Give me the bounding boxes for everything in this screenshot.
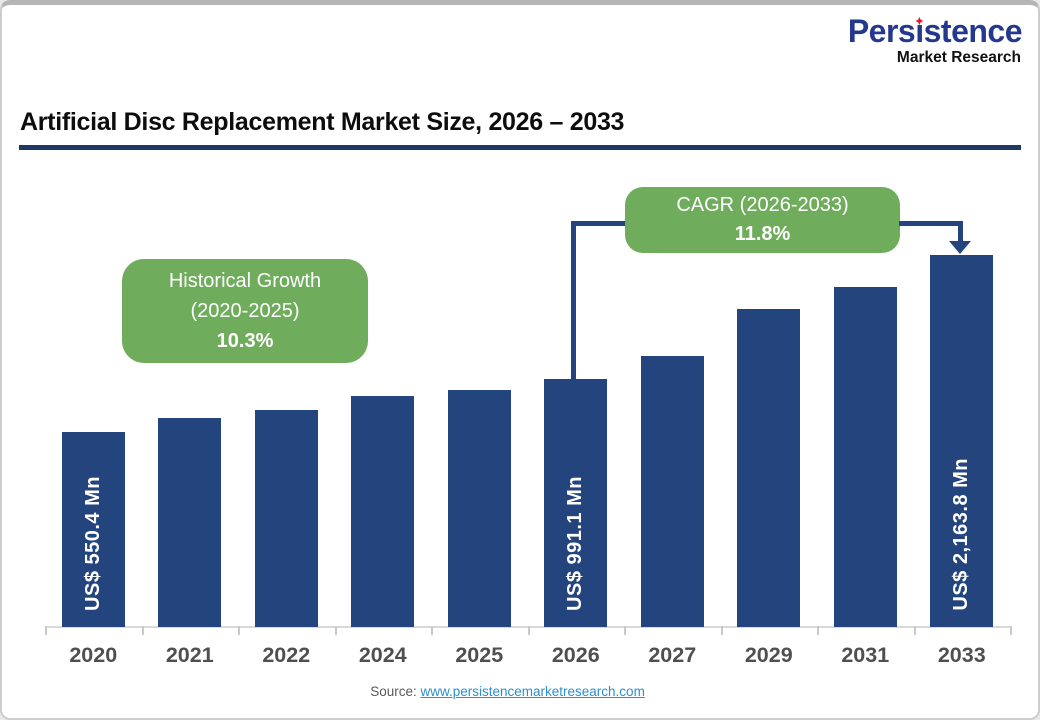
cagr-connector-horizontal-left: [571, 221, 625, 226]
logo-red-dot-icon: [915, 17, 924, 25]
cagr-connector-vertical-right: [958, 221, 963, 243]
x-tick-label-2022: 2022: [262, 643, 311, 667]
x-tick-label-2027: 2027: [648, 643, 697, 667]
bar-2031: [833, 287, 897, 627]
cagr-arrow-down-icon: [949, 241, 971, 254]
bar-value-label-2026: US$ 991.1 Mn: [564, 476, 587, 611]
x-tick-label-2024: 2024: [358, 643, 407, 667]
cagr-connector-horizontal-right: [899, 221, 963, 226]
axis-tick: [624, 626, 626, 635]
logo-brand-pre: Pers: [847, 13, 916, 49]
x-tick-label-2031: 2031: [841, 643, 890, 667]
bar-2020: US$ 550.4 Mn: [61, 432, 125, 627]
cagr-line1: CAGR (2026-2033): [676, 194, 849, 216]
logo-brand-i: ı: [915, 13, 924, 49]
historical-growth-callout: Historical Growth (2020-2025) 10.3%: [122, 259, 368, 363]
historical-growth-line2: (2020-2025): [190, 300, 300, 322]
axis-tick: [913, 626, 916, 635]
page-title: Artificial Disc Replacement Market Size,…: [20, 108, 625, 136]
historical-growth-rate: 10.3%: [216, 330, 274, 352]
source-link[interactable]: www.persistencemarketresearch.com: [420, 684, 645, 699]
bar-2021: [158, 418, 222, 627]
x-tick-label-2029: 2029: [744, 643, 793, 667]
x-tick-label-2033: 2033: [937, 643, 986, 667]
bar-2027: [640, 356, 704, 627]
bar-2026: US$ 991.1 Mn: [544, 379, 608, 627]
logo-subtitle: Market Research: [896, 49, 1021, 66]
source-line: Source: www.persistencemarketresearch.co…: [45, 684, 970, 699]
x-tick-label-2020: 2020: [69, 643, 118, 667]
axis-tick: [431, 626, 433, 635]
logo-brand-post: stence: [923, 13, 1023, 49]
bar-value-label-2033: US$ 2,163.8 Mn: [950, 458, 973, 611]
bar-2022: [254, 410, 318, 627]
bar-chart: US$ 550.4 Mn 2020 2021 2022 2024 2025 US$ 991.…: [2, 5, 1038, 718]
title-underline: [19, 145, 1021, 150]
axis-tick: [720, 626, 723, 635]
axis-tick: [1010, 626, 1012, 635]
bar-value-label-2020: US$ 550.4 Mn: [81, 476, 104, 611]
x-tick-label-2025: 2025: [455, 643, 504, 667]
bar-2029: [737, 309, 801, 627]
x-tick-label-2021: 2021: [165, 643, 214, 667]
source-prefix: Source:: [370, 684, 417, 699]
axis-tick: [527, 626, 530, 635]
bar-2024: [351, 396, 415, 627]
bar-2025: [447, 390, 511, 627]
historical-growth-line1: Historical Growth: [168, 270, 322, 292]
cagr-rate: 11.8%: [734, 223, 791, 245]
bar-2033: US$ 2,163.8 Mn: [930, 255, 994, 627]
cagr-connector-vertical-left: [571, 221, 576, 379]
axis-tick: [45, 626, 47, 635]
axis-tick: [141, 626, 144, 635]
cagr-callout: CAGR (2026-2033) 11.8%: [625, 187, 900, 253]
axis-tick: [334, 626, 337, 635]
pmr-logo: Persı stence Market Research: [847, 13, 1023, 66]
axis-tick: [238, 626, 240, 635]
logo-brand: Persı stence: [847, 13, 1023, 49]
axis-tick: [817, 626, 819, 635]
x-tick-label-2026: 2026: [551, 643, 600, 667]
